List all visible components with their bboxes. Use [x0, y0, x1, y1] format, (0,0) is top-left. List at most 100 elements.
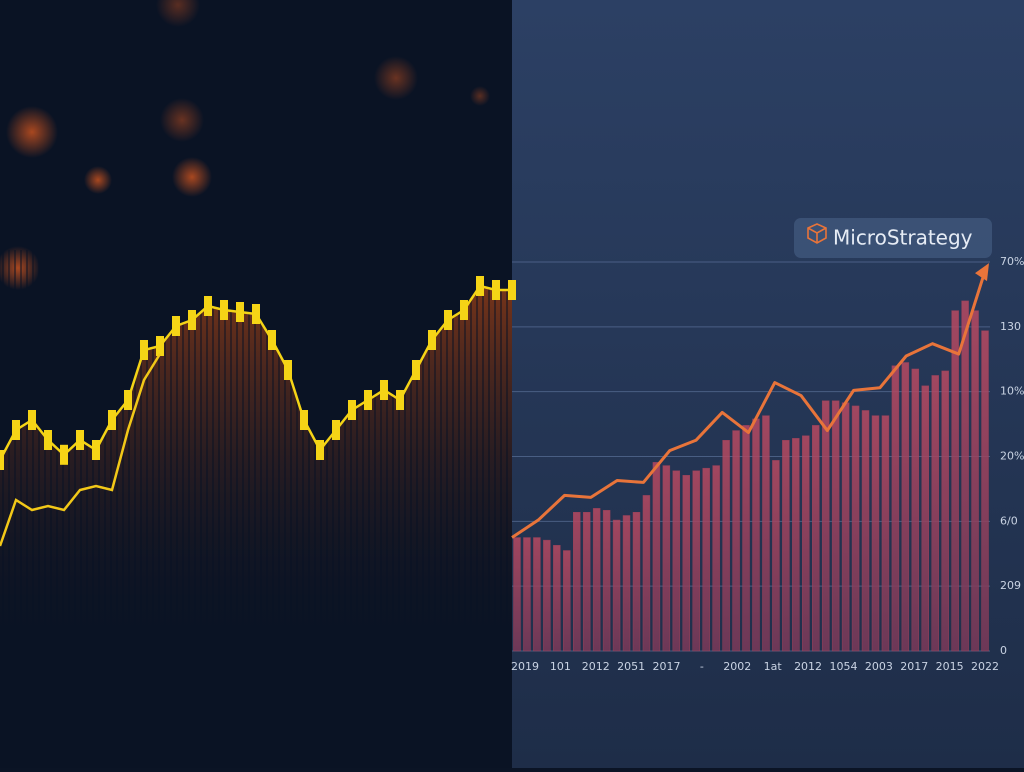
candle: [28, 410, 36, 430]
x-tick-label: 2003: [865, 660, 893, 673]
bar: [553, 545, 561, 652]
bar: [632, 512, 641, 652]
x-tick-label: 2022: [971, 660, 999, 673]
candle: [412, 360, 420, 380]
x-tick-label: 2015: [936, 660, 964, 673]
candle: [284, 360, 292, 380]
y-tick-label: 130: [1000, 320, 1021, 333]
candle: [508, 280, 516, 300]
bar: [523, 537, 531, 652]
bar: [592, 508, 601, 652]
x-tick-label: 101: [550, 660, 571, 673]
bar: [831, 400, 840, 652]
bar: [543, 539, 551, 652]
bar: [652, 462, 661, 652]
bar: [563, 550, 571, 652]
bar: [821, 400, 830, 652]
bar: [762, 415, 770, 652]
y-tick-label: 10%: [1000, 385, 1024, 398]
candle: [12, 420, 20, 440]
chart-title: MicroStrategy: [833, 226, 973, 250]
bar: [533, 537, 541, 652]
candle: [92, 440, 100, 460]
bar: [981, 330, 989, 652]
bar: [742, 425, 750, 652]
candle: [0, 450, 4, 470]
x-tick-label: 1054: [829, 660, 857, 673]
bar: [752, 418, 760, 652]
candle: [204, 296, 212, 316]
bar: [682, 475, 691, 652]
candle: [236, 302, 244, 322]
bar: [861, 410, 870, 652]
candle: [124, 390, 132, 410]
candle: [108, 410, 116, 430]
bar: [672, 470, 681, 652]
bar: [911, 368, 920, 652]
y-tick-label: 209: [1000, 579, 1021, 592]
y-tick-label: 20%: [1000, 450, 1024, 463]
bar: [612, 519, 621, 652]
bar: [782, 440, 790, 652]
candle: [172, 316, 180, 336]
x-tick-label: 1at: [764, 660, 783, 673]
bar: [772, 460, 780, 652]
candle: [380, 380, 388, 400]
bar: [961, 300, 969, 652]
bar: [971, 310, 979, 652]
candle: [76, 430, 84, 450]
bar: [702, 467, 710, 652]
bar: [802, 435, 810, 652]
bar: [602, 510, 611, 652]
y-tick-label: 6/0: [1000, 514, 1018, 527]
candle: [348, 400, 356, 420]
bar: [732, 430, 740, 652]
bar: [642, 495, 651, 652]
x-tick-label: -: [700, 660, 704, 673]
candle: [316, 440, 324, 460]
bar: [881, 415, 890, 652]
bar: [812, 425, 820, 652]
bar: [722, 440, 730, 652]
x-tick-label: 2051: [617, 660, 645, 673]
bar: [792, 438, 800, 652]
bar: [582, 512, 591, 652]
candle: [220, 300, 228, 320]
series-line: [0, 353, 162, 547]
arrow-head: [975, 263, 989, 282]
bar: [871, 415, 880, 652]
bar: [662, 465, 671, 652]
bar: [931, 375, 939, 652]
bar: [891, 365, 900, 652]
title-badge: MicroStrategy: [794, 218, 992, 258]
candle: [444, 310, 452, 330]
candle: [268, 330, 276, 350]
candle: [364, 390, 372, 410]
bar: [901, 362, 910, 652]
x-tick-label: 2019: [511, 660, 539, 673]
bar: [712, 465, 720, 652]
bar: [951, 310, 959, 652]
bar: [622, 515, 631, 652]
bar: [941, 370, 949, 652]
bar: [573, 512, 581, 652]
candle: [156, 336, 164, 356]
candle: [252, 304, 260, 324]
candle: [332, 420, 340, 440]
candle: [476, 276, 484, 296]
x-tick-label: 2012: [582, 660, 610, 673]
candle: [140, 340, 148, 360]
x-tick-label: 2017: [653, 660, 681, 673]
bar: [513, 537, 521, 652]
candle: [396, 390, 404, 410]
candle: [492, 280, 500, 300]
candle: [460, 300, 468, 320]
y-tick-label: 0: [1000, 644, 1007, 657]
candle: [428, 330, 436, 350]
bar: [921, 385, 930, 652]
bar: [692, 470, 700, 652]
trend-line: [511, 270, 987, 539]
candle: [60, 444, 68, 465]
